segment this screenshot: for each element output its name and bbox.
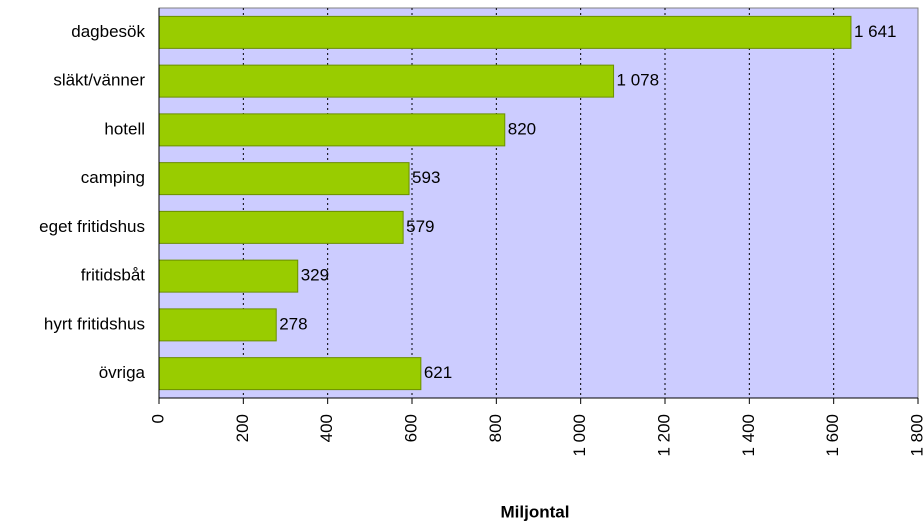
x-axis-label: Miljontal [501, 502, 570, 521]
data-label: 278 [279, 314, 307, 333]
x-tick-label: 1 400 [739, 414, 758, 457]
y-tick-label: dagbesök [71, 22, 145, 41]
y-tick-label: hyrt fritidshus [44, 314, 145, 333]
bar [158, 210, 404, 244]
x-tick-label: 1 000 [570, 414, 589, 457]
x-tick-label: 400 [317, 414, 336, 442]
data-label: 579 [406, 217, 434, 236]
y-tick-label: övriga [99, 363, 146, 382]
bar [158, 259, 299, 293]
bar [158, 113, 506, 147]
y-tick-label: hotell [104, 119, 145, 138]
data-label: 329 [301, 266, 329, 285]
bar [158, 357, 422, 391]
x-tick-label: 1 600 [823, 414, 842, 457]
y-tick-label: eget fritidshus [39, 217, 145, 236]
data-label: 621 [424, 363, 452, 382]
x-tick-label: 600 [401, 414, 420, 442]
x-tick-label: 1 200 [654, 414, 673, 457]
x-tick-label: 1 800 [907, 414, 924, 457]
y-tick-label: fritidsbåt [81, 266, 146, 285]
data-label: 1 078 [617, 71, 660, 90]
bar [158, 64, 615, 98]
x-tick-label: 200 [233, 414, 252, 442]
bar [158, 162, 410, 196]
data-label: 593 [412, 168, 440, 187]
y-tick-label: camping [81, 168, 145, 187]
data-label: 820 [508, 119, 536, 138]
bar [158, 15, 852, 49]
y-tick-label: släkt/vänner [53, 71, 145, 90]
bar [158, 308, 277, 342]
x-tick-label: 0 [148, 414, 167, 423]
x-tick-label: 800 [486, 414, 505, 442]
data-label: 1 641 [854, 22, 897, 41]
